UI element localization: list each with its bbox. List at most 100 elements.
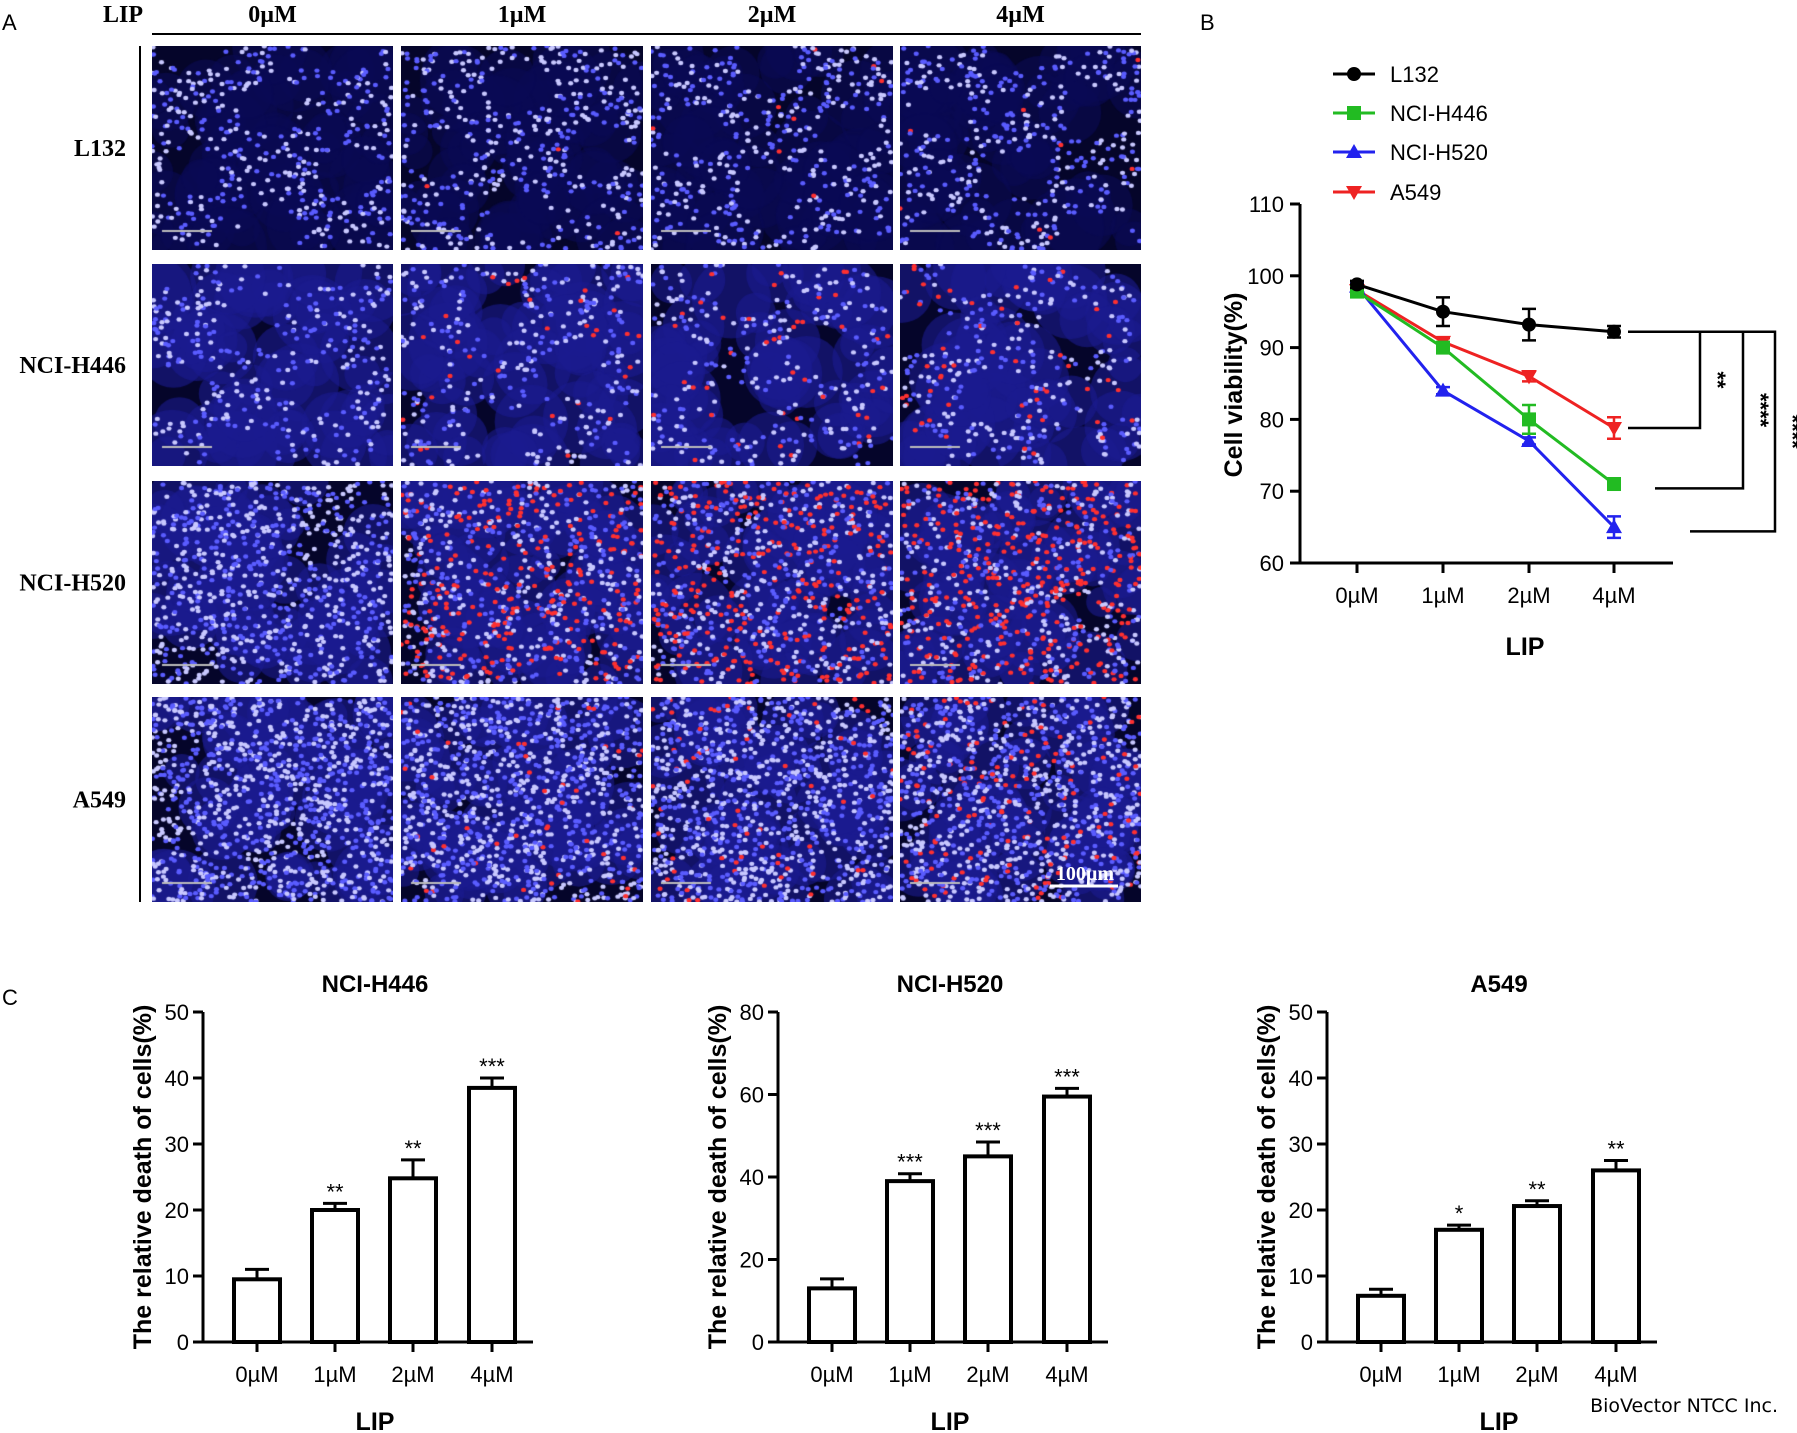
y-tick-label: 0: [1301, 1330, 1313, 1355]
significance-label: **: [326, 1179, 344, 1204]
significance-label: ****: [1748, 393, 1773, 428]
panel-label-c: C: [2, 985, 18, 1010]
error-bar: [401, 1158, 425, 1179]
bar: [1512, 1204, 1562, 1345]
significance-bracket: [1690, 330, 1777, 533]
x-tick-label: 0µM: [1359, 1362, 1402, 1387]
data-point: [1606, 519, 1622, 534]
y-tick-label: 40: [740, 1165, 764, 1190]
data-point: [1521, 432, 1537, 447]
y-tick-label: 40: [165, 1066, 189, 1091]
legend-marker: [1347, 67, 1361, 81]
legend-label: NCI-H446: [1390, 101, 1488, 126]
y-axis-label: The relative death of cells(%): [1253, 1005, 1281, 1350]
micrograph-l132-2: [651, 46, 893, 250]
x-tick-label: 2µM: [1507, 583, 1550, 608]
legend-marker: [1346, 144, 1362, 158]
error-bar: [976, 1140, 1000, 1157]
micrograph-a549-2: [651, 697, 893, 902]
bar: [1042, 1094, 1092, 1344]
significance-label: ****: [1780, 414, 1797, 449]
micrograph-nci-h446-3: [900, 264, 1141, 466]
y-tick-label: 0: [177, 1330, 189, 1355]
x-tick-label: 0µM: [810, 1362, 853, 1387]
y-tick-label: 30: [165, 1132, 189, 1157]
y-tick-label: 50: [1289, 1000, 1313, 1025]
y-tick-label: 20: [740, 1248, 764, 1273]
micrograph-a549-1: [401, 697, 643, 902]
micrograph-l132-3: [900, 46, 1141, 250]
data-point: [1350, 277, 1364, 292]
series-line-nci-h446: [1356, 290, 1615, 486]
scale-bar-label: 100µm: [1056, 863, 1115, 885]
data-point: [1522, 412, 1536, 427]
y-tick-label: 60: [1260, 551, 1284, 576]
x-tick-label: 1µM: [1421, 583, 1464, 608]
bar: [885, 1179, 935, 1344]
data-point: [1522, 317, 1536, 332]
column-headers: 0µM 1µM 2µM 4µM: [248, 2, 1044, 28]
column-header: 2µM: [748, 2, 796, 28]
row-header: A549: [73, 788, 126, 814]
micrograph-l132-1: [401, 46, 643, 250]
row-header: NCI-H520: [19, 571, 126, 597]
x-tick-label: 1µM: [1437, 1362, 1480, 1387]
y-tick-label: 10: [165, 1264, 189, 1289]
legend-label: NCI-H520: [1390, 140, 1488, 165]
bar: [1356, 1293, 1406, 1345]
bar: [388, 1176, 438, 1344]
x-tick-label: 4µM: [470, 1362, 513, 1387]
chart-title: NCI-H446: [322, 971, 429, 998]
y-tick-label: 30: [1289, 1132, 1313, 1157]
legend-label: L132: [1390, 62, 1439, 87]
significance-label: ***: [897, 1150, 923, 1175]
micrograph-nci-h520-3: [900, 481, 1141, 684]
micrograph-nci-h446-2: [651, 264, 893, 466]
data-point: [1435, 382, 1451, 397]
x-tick-label: 1µM: [313, 1362, 356, 1387]
y-tick-label: 70: [1260, 479, 1284, 504]
legend-label: A549: [1390, 180, 1441, 205]
x-tick-label: 2µM: [1515, 1362, 1558, 1387]
bar: [310, 1208, 360, 1344]
significance-label: *: [1455, 1201, 1464, 1226]
y-axis-label: The relative death of cells(%): [704, 1005, 732, 1350]
significance-label: **: [1528, 1177, 1546, 1202]
chart-title: A549: [1470, 971, 1527, 998]
panel-label-a: A: [2, 10, 17, 35]
micrograph-nci-h446-1: [401, 264, 643, 466]
bar: [1591, 1168, 1641, 1345]
significance-bracket: [1628, 330, 1702, 430]
series-line-l132: [1356, 282, 1615, 334]
y-tick-label: 100: [1247, 264, 1284, 289]
micrograph-nci-h520-2: [651, 481, 893, 684]
y-tick-label: 80: [740, 1000, 764, 1025]
bar: [467, 1085, 517, 1345]
data-point: [1607, 477, 1621, 492]
y-tick-label: 50: [165, 1000, 189, 1025]
significance-label: **: [404, 1136, 422, 1161]
y-axis-label: Cell viability(%): [1220, 293, 1248, 478]
series-line-a549: [1356, 288, 1615, 430]
data-point: [1607, 324, 1621, 339]
x-tick-label: 0µM: [235, 1362, 278, 1387]
panel-label-b: B: [1200, 10, 1215, 35]
x-tick-label: 2µM: [391, 1362, 434, 1387]
legend-marker: [1346, 186, 1362, 200]
x-tick-label: 0µM: [1335, 583, 1378, 608]
x-tick-label: 1µM: [888, 1362, 931, 1387]
x-tick-label: 4µM: [1592, 583, 1635, 608]
column-header: 4µM: [996, 2, 1044, 28]
bar: [807, 1286, 857, 1344]
row-headers: L132 NCI-H446 NCI-H520 A549: [19, 136, 126, 814]
micrograph-nci-h520-0: [152, 481, 393, 684]
bar: [963, 1154, 1013, 1344]
series-line-nci-h520: [1355, 285, 1616, 529]
significance-label: ***: [479, 1054, 505, 1079]
y-tick-label: 60: [740, 1083, 764, 1108]
x-tick-label: 2µM: [966, 1362, 1009, 1387]
y-tick-label: 20: [165, 1198, 189, 1223]
micrograph-a549-0: [152, 697, 393, 902]
significance-label: **: [1607, 1137, 1625, 1162]
